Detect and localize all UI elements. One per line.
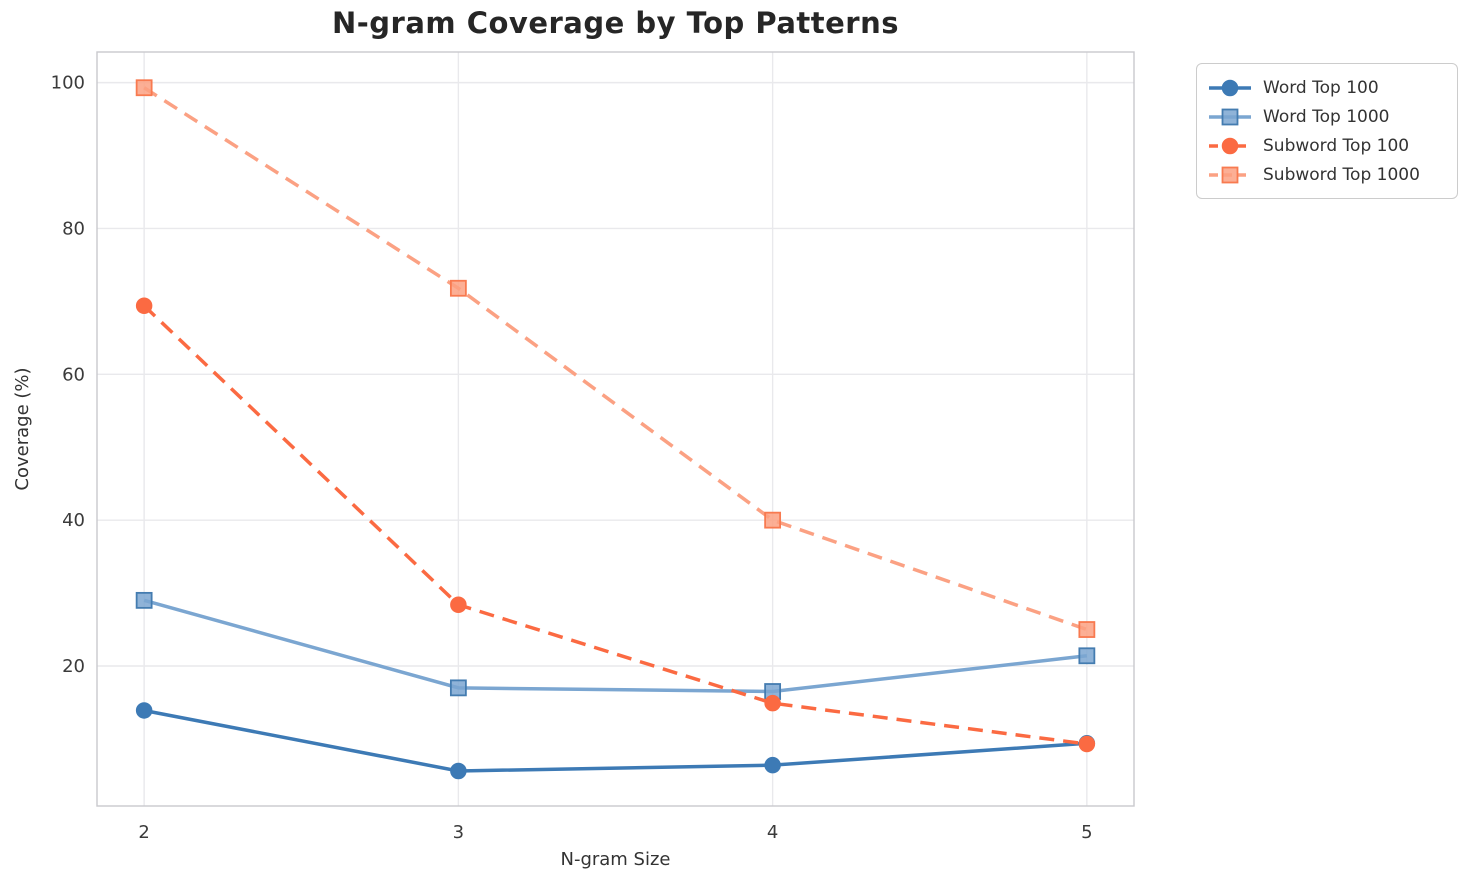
legend-label: Word Top 1000 [1263, 106, 1390, 127]
series-line [143, 598, 1088, 694]
y-tick-label: 40 [62, 510, 85, 531]
legend-line-marker-icon [1209, 166, 1251, 183]
legend-line-marker-icon [1209, 137, 1251, 154]
data-point-marker [450, 596, 467, 613]
y-axis-label: Coverage (%) [12, 367, 33, 491]
data-point-marker [1078, 735, 1096, 753]
legend-line-marker-icon [1209, 79, 1251, 96]
y-tick-label: 100 [51, 73, 85, 94]
series-line [143, 86, 1088, 632]
y-tick-label: 80 [62, 218, 85, 239]
series-line [143, 708, 1087, 773]
data-point-marker [1078, 647, 1096, 665]
legend-line-marker-icon [1209, 108, 1251, 125]
data-point-marker [135, 702, 153, 719]
chart-title: N-gram Coverage by Top Patterns [331, 6, 900, 40]
axes-spines [96, 51, 1135, 807]
data-point-marker [135, 297, 153, 315]
data-point-marker [135, 79, 153, 97]
legend: Word Top 100 Word Top 1000 Subword Top 1… [1196, 63, 1458, 199]
data-point-marker [449, 279, 467, 297]
legend-label: Subword Top 100 [1263, 135, 1410, 156]
legend-item-subword-top-100: Subword Top 100 [1207, 131, 1447, 160]
data-point-marker [764, 694, 781, 712]
legend-item-subword-top-1000: Subword Top 1000 [1207, 160, 1447, 189]
x-tick-label: 4 [767, 822, 778, 843]
x-tick-label: 3 [453, 822, 464, 843]
x-axis-label: N-gram Size [560, 849, 671, 870]
x-tick-label: 2 [138, 822, 149, 843]
data-point-marker [449, 679, 467, 697]
legend-marker-circle-icon [1221, 79, 1239, 96]
data-point-marker [450, 762, 467, 780]
data-point-marker [135, 591, 153, 609]
y-tick-label: 20 [62, 656, 85, 677]
legend-marker-square-icon [1221, 166, 1239, 183]
y-tick-label: 60 [62, 364, 85, 385]
x-tick-label: 5 [1081, 822, 1092, 843]
data-point-marker [764, 756, 781, 774]
data-point-marker [1078, 621, 1096, 638]
legend-item-word-top-1000: Word Top 1000 [1207, 102, 1447, 131]
legend-item-word-top-100: Word Top 100 [1207, 73, 1447, 102]
legend-marker-square-icon [1221, 108, 1239, 125]
legend-label: Subword Top 1000 [1263, 164, 1420, 185]
data-point-marker [764, 511, 782, 529]
series-line [142, 304, 1088, 746]
legend-label: Word Top 100 [1263, 77, 1379, 98]
legend-marker-circle-icon [1221, 137, 1239, 154]
